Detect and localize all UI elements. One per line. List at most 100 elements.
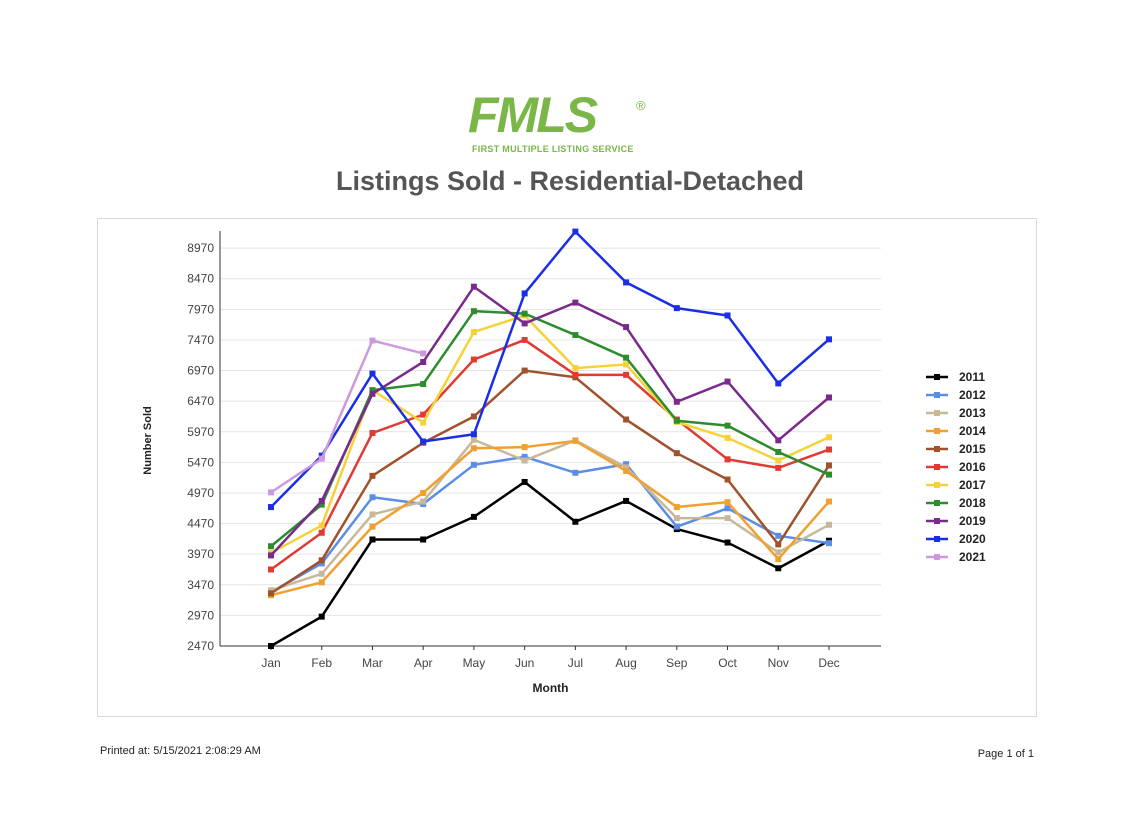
data-point — [826, 540, 832, 547]
data-point — [673, 398, 680, 405]
data-point — [623, 361, 630, 368]
data-point — [369, 494, 376, 501]
data-point — [318, 579, 325, 586]
data-point — [470, 431, 477, 438]
legend-entry: 2019 — [959, 514, 986, 528]
legend-entry: 2021 — [959, 550, 986, 564]
legend-entry: 2011 — [959, 370, 985, 384]
printed-label: Printed at: — [100, 745, 151, 757]
data-point — [369, 387, 376, 394]
legend-marker — [934, 464, 940, 470]
data-point — [420, 438, 427, 445]
data-point — [318, 455, 325, 462]
data-point — [775, 541, 782, 548]
legend-entry: 2013 — [959, 406, 986, 420]
legend-entry: 2016 — [959, 460, 986, 474]
data-point — [572, 469, 579, 476]
legend-marker — [934, 536, 940, 542]
data-point — [420, 536, 427, 543]
series-line-2020 — [270, 230, 830, 508]
data-point — [775, 556, 782, 563]
data-point — [369, 429, 376, 436]
data-point — [268, 587, 274, 594]
data-point — [623, 371, 630, 378]
series-line-2021 — [270, 339, 424, 494]
data-point — [623, 279, 630, 286]
logo-subtitle: FIRST MULTIPLE LISTING SERVICE — [472, 144, 634, 154]
x-tick-label: Oct — [718, 656, 737, 670]
data-point — [369, 370, 376, 377]
legend-marker — [934, 392, 940, 398]
data-point — [268, 543, 274, 550]
y-tick-label: 6470 — [187, 394, 214, 408]
y-tick-label: 3970 — [187, 547, 214, 561]
data-point — [826, 394, 832, 401]
data-point — [673, 523, 680, 530]
logo-text: FMLS — [468, 87, 598, 143]
data-point — [826, 336, 832, 343]
y-tick-label: 8970 — [187, 241, 214, 255]
data-point — [420, 350, 427, 357]
data-point — [572, 437, 579, 444]
data-point — [826, 434, 832, 441]
data-point — [521, 457, 528, 464]
data-point — [521, 367, 528, 374]
data-point — [724, 422, 731, 429]
data-point — [268, 643, 274, 649]
data-point — [420, 358, 427, 365]
data-point — [420, 419, 427, 426]
y-tick-label: 5970 — [187, 425, 214, 439]
page-title: Listings Sold - Residential-Detached — [335, 166, 805, 196]
legend-marker — [934, 410, 940, 416]
x-tick-label: Jun — [515, 656, 534, 670]
y-tick-label: 7970 — [187, 302, 214, 316]
data-point — [318, 522, 325, 529]
data-point — [826, 471, 832, 478]
data-point — [318, 570, 325, 577]
logo-registered-mark: ® — [636, 98, 646, 113]
data-point — [724, 539, 731, 546]
data-point — [470, 413, 477, 420]
data-point — [724, 312, 731, 319]
legend-entry: 2012 — [959, 388, 986, 402]
y-tick-label: 5470 — [187, 455, 214, 469]
series-line-2012 — [270, 455, 830, 594]
data-point — [724, 434, 731, 441]
data-point — [470, 461, 477, 468]
data-point — [268, 552, 274, 559]
series-line-2019 — [270, 285, 830, 557]
data-point — [268, 590, 274, 597]
data-point — [318, 497, 325, 504]
printed-at: Printed at: 5/15/2021 2:08:29 AM — [100, 745, 261, 757]
data-point — [268, 489, 274, 496]
data-point — [318, 560, 325, 567]
data-point — [268, 566, 274, 573]
data-point — [369, 536, 376, 543]
data-point — [521, 310, 528, 317]
data-point — [470, 513, 477, 520]
y-tick-label: 3470 — [187, 578, 214, 592]
data-point — [470, 356, 477, 363]
legend-marker — [934, 554, 940, 560]
data-point — [470, 436, 477, 443]
line-chart: 2470 2970 3470 3970 4470 4970 5470 5970 6470 6970… — [142, 228, 986, 695]
chart-container: 2470 2970 3470 3970 4470 4970 5470 5970 6470 6970… — [97, 218, 1037, 717]
series-line-2016 — [270, 338, 830, 571]
data-point — [826, 521, 832, 528]
series-line-2014 — [270, 439, 830, 597]
legend-entry: 2015 — [959, 442, 986, 456]
data-point — [521, 453, 528, 460]
data-point — [572, 299, 579, 306]
data-point — [826, 462, 832, 469]
legend-marker — [934, 518, 940, 524]
x-tick-label: Aug — [615, 656, 636, 670]
data-point — [673, 450, 680, 457]
data-point — [470, 445, 477, 452]
data-point — [521, 336, 528, 343]
x-tick-label: Mar — [362, 656, 383, 670]
data-point — [318, 613, 325, 620]
legend-marker — [934, 428, 940, 434]
x-tick-label: Feb — [311, 656, 332, 670]
data-point — [623, 467, 630, 474]
legend-marker — [934, 500, 940, 506]
